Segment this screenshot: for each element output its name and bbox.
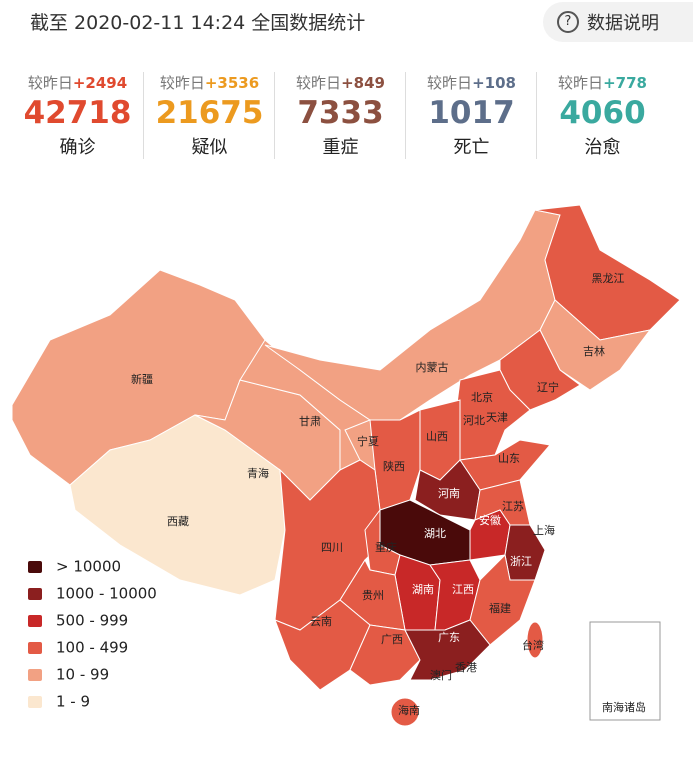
province-label: 四川: [321, 541, 343, 554]
compare-label: 较昨日: [159, 74, 205, 92]
compare: 较昨日+108: [406, 72, 537, 93]
delta: +108: [472, 74, 516, 92]
compare-label: 较昨日: [558, 74, 604, 92]
value: 1017: [428, 95, 515, 131]
help-button[interactable]: ? 数据说明: [543, 2, 693, 42]
province-label: 山东: [498, 452, 520, 465]
province-label: 陕西: [383, 459, 405, 473]
province-label: 江西: [452, 583, 474, 596]
delta: +778: [603, 74, 647, 92]
province-label: 台湾: [522, 638, 544, 652]
legend-label: > 10000: [56, 558, 121, 576]
stat-label: 疑似: [191, 137, 228, 158]
province-label: 宁夏: [357, 434, 379, 448]
province-label: 贵州: [362, 589, 384, 602]
legend-label: 500 - 999: [56, 612, 128, 630]
compare: 较昨日+778: [537, 72, 668, 93]
province-label: 安徽: [479, 513, 501, 527]
province-label: 海南: [398, 703, 420, 717]
delta: +3536: [204, 74, 260, 92]
value: 4060: [559, 95, 646, 131]
province-label: 山西: [426, 430, 448, 443]
province-label: 湖北: [424, 527, 446, 540]
stat-label: 确诊: [59, 137, 96, 158]
value: 42718: [23, 95, 132, 131]
compare-label: 较昨日: [27, 74, 73, 92]
province-label: 湖南: [412, 583, 434, 596]
province-label: 上海: [533, 523, 555, 537]
delta: +849: [341, 74, 385, 92]
legend-swatch: [28, 642, 42, 654]
province-label: 天津: [486, 411, 508, 424]
legend-label: 10 - 99: [56, 666, 109, 684]
province-label: 北京: [471, 390, 493, 404]
province-label: 新疆: [131, 372, 153, 386]
province-label: 河南: [438, 487, 460, 500]
stat-label: 死亡: [453, 137, 490, 158]
province-label: 浙江: [510, 555, 532, 568]
compare: 较昨日+849: [275, 72, 406, 93]
value: 7333: [297, 95, 384, 131]
compare-label: 较昨日: [427, 74, 473, 92]
legend-swatch: [28, 561, 42, 573]
stat: 较昨日+3536 21675 疑似: [143, 72, 275, 159]
legend-label: 1000 - 10000: [56, 585, 157, 603]
province-label: 广西: [381, 633, 403, 646]
province-label: 青海: [247, 466, 269, 480]
legend: > 10000 1000 - 10000 500 - 999 100 - 499 10 …: [28, 558, 157, 711]
province-label: 广东: [438, 631, 460, 644]
province-label: 黑龙江: [592, 272, 625, 285]
legend-label: 100 - 499: [56, 639, 128, 657]
legend-swatch: [28, 615, 42, 627]
stat: 较昨日+2494 42718 确诊: [12, 72, 143, 159]
province-label: 重庆: [375, 540, 397, 554]
stat-label: 重症: [322, 137, 359, 158]
province-label: 福建: [489, 601, 511, 615]
province-label: 西藏: [167, 515, 189, 528]
province-label: 甘肃: [299, 415, 321, 428]
province-label: 澳门: [430, 668, 452, 682]
province-label: 河北: [463, 414, 485, 427]
province-label: 内蒙古: [416, 360, 449, 374]
compare: 较昨日+3536: [144, 72, 275, 93]
inset-label: 南海诸岛: [602, 700, 646, 714]
header-title: 截至 2020-02-11 14:24 全国数据统计: [30, 12, 366, 34]
legend-swatch: [28, 669, 42, 681]
legend-swatch: [28, 588, 42, 600]
legend-swatch: [28, 696, 42, 708]
provinces: [11, 204, 681, 727]
stat-label: 治愈: [584, 137, 621, 158]
province-label: 香港: [455, 661, 477, 674]
compare: 较昨日+2494: [12, 72, 143, 93]
legend-label: 1 - 9: [56, 693, 90, 711]
province-label: 辽宁: [537, 380, 559, 394]
stat: 较昨日+849 7333 重症: [274, 72, 406, 159]
value: 21675: [155, 95, 264, 131]
province-label: 云南: [310, 615, 332, 628]
stat: 较昨日+778 4060 治愈: [536, 72, 668, 159]
compare-label: 较昨日: [296, 74, 342, 92]
province-label: 江苏: [502, 500, 524, 513]
help-text: 数据说明: [587, 13, 659, 34]
stat: 较昨日+108 1017 死亡: [405, 72, 537, 159]
delta: +2494: [72, 74, 128, 92]
province-label: 吉林: [583, 344, 605, 358]
help-icon: ?: [557, 11, 579, 33]
